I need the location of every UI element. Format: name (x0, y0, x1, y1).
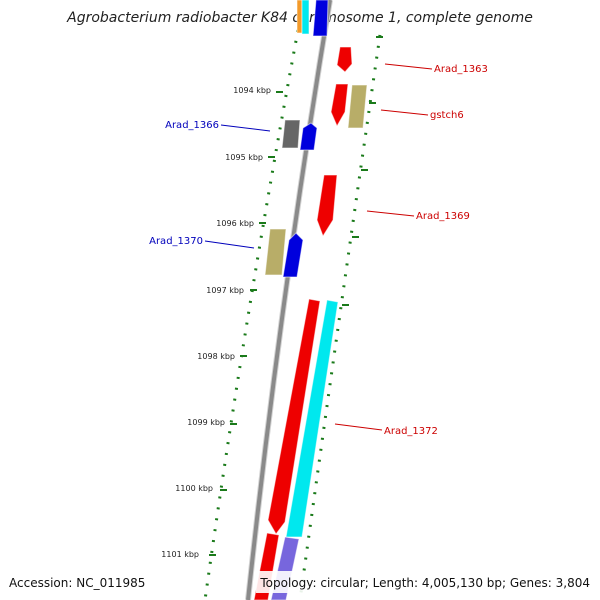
leader-arad-1369 (366, 210, 415, 217)
chromosome-backbone (246, 0, 332, 600)
label-arad-1366[interactable]: Arad_1366 (165, 120, 219, 131)
label-arad-1363[interactable]: Arad_1363 (434, 64, 488, 75)
tick-label-1097: 1097 kbp (206, 286, 244, 295)
tick-label-1096: 1096 kbp (216, 219, 254, 228)
cds-blue-1367[interactable] (299, 122, 318, 151)
tick-label-1101: 1101 kbp (161, 550, 199, 559)
leader-arad-1366 (220, 124, 271, 132)
gene-features (253, 0, 368, 600)
cds-arad-1372-red[interactable] (267, 298, 321, 535)
tick-marks: 1094 kbp 1095 kbp 1096 kbp 1097 kbp 1098… (161, 36, 383, 559)
inner-dotted-track (203, 29, 300, 600)
tick-label-1100: 1100 kbp (175, 484, 213, 493)
cds-red-1364[interactable] (330, 83, 349, 128)
footer-accession-bg (4, 571, 150, 593)
leader-arad-1370 (204, 240, 255, 249)
cds-arad-1370[interactable] (264, 228, 287, 276)
leader-arad-1363 (384, 63, 433, 70)
cds-arad-1363[interactable] (336, 46, 353, 73)
cds-arad-1372-cyan[interactable] (285, 299, 339, 538)
tick-label-1099: 1099 kbp (187, 418, 225, 427)
label-gstch6[interactable]: gstch6 (430, 110, 464, 121)
footer-accession: Accession: NC_011985 (9, 576, 145, 590)
tick-label-1094: 1094 kbp (233, 86, 271, 95)
cds-arad-1366[interactable] (281, 119, 301, 149)
leader-gstch6 (380, 109, 429, 116)
cds-blue-1371[interactable] (282, 232, 304, 278)
tick-label-1095: 1095 kbp (225, 153, 263, 162)
cds-top-orange[interactable] (296, 0, 303, 34)
label-arad-1369[interactable]: Arad_1369 (416, 211, 470, 222)
cds-top-cyan[interactable] (301, 0, 310, 35)
outer-dotted-track (298, 34, 382, 600)
label-arad-1370[interactable]: Arad_1370 (149, 236, 203, 247)
label-arad-1372[interactable]: Arad_1372 (384, 426, 438, 437)
cds-arad-1369[interactable] (316, 174, 338, 238)
cds-top-blue[interactable] (312, 0, 329, 37)
leader-arad-1372 (334, 423, 383, 431)
cds-gstch6[interactable] (347, 84, 368, 129)
footer-topology: Topology: circular; Length: 4,005,130 bp… (259, 576, 590, 590)
tick-label-1098: 1098 kbp (197, 352, 235, 361)
gene-labels: Arad_1363 gstch6 Arad_1366 Arad_1369 Ara… (149, 63, 488, 437)
footer-topology-bg (256, 571, 596, 593)
